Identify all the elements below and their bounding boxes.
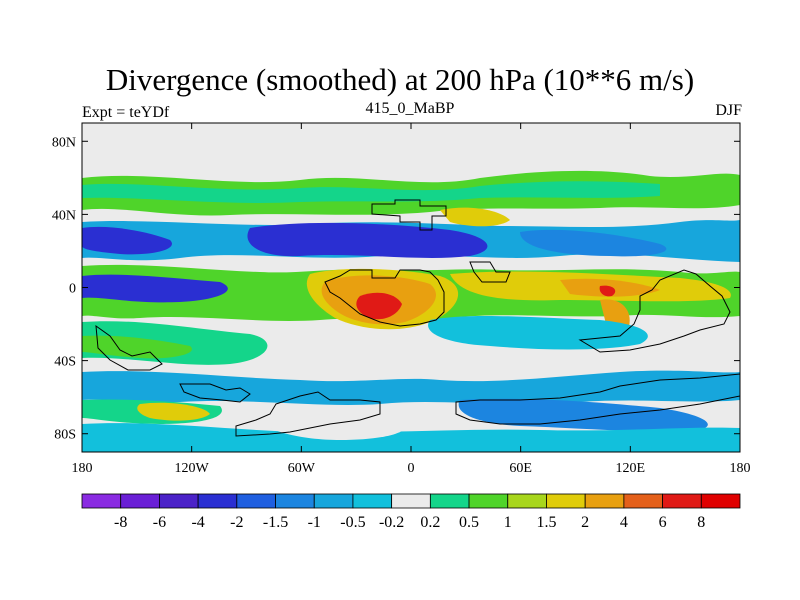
nh-teal-band bbox=[82, 181, 660, 203]
colorbar-swatch bbox=[662, 493, 702, 509]
colorbar-label: 1.5 bbox=[536, 514, 556, 531]
lon-tick-label: 120E bbox=[616, 461, 646, 476]
colorbar-swatch bbox=[81, 493, 122, 509]
colorbar-swatch bbox=[275, 493, 315, 509]
atlantic-convergence bbox=[247, 222, 488, 258]
lon-tick-label: 180 bbox=[730, 461, 751, 476]
lat-tick-label: 40N bbox=[52, 208, 76, 223]
colorbar-label: 2 bbox=[581, 514, 589, 531]
lat-tick-label: 40S bbox=[54, 355, 76, 370]
colorbar-swatch bbox=[236, 493, 276, 509]
colorbar-swatch bbox=[623, 493, 663, 509]
antarctic-band bbox=[82, 423, 740, 452]
east-pacific-convergence bbox=[82, 274, 228, 303]
time-label: 415_0_MaBP bbox=[365, 100, 455, 117]
colorbar: -8 -6 -4 -2 -1.5 -1 -0.5 -0.2 0.2 0.5 1 1.5 2 4 6 8 bbox=[81, 493, 741, 531]
lon-tick-label: 120W bbox=[175, 461, 210, 476]
arabia-coast bbox=[469, 261, 511, 283]
colorbar-label: -6 bbox=[153, 514, 166, 531]
colorbar-label: 8 bbox=[697, 514, 705, 531]
colorbar-swatch bbox=[700, 493, 741, 509]
latitude-axis: 80N 40N 0 40S 80S bbox=[52, 135, 740, 443]
sh-ygreen-west bbox=[82, 335, 192, 359]
colorbar-swatch bbox=[546, 493, 586, 509]
colorbar-label: 0.2 bbox=[420, 514, 440, 531]
lon-tick-label: 180 bbox=[72, 461, 93, 476]
colorbar-swatch bbox=[584, 493, 625, 509]
colorbar-label: -0.2 bbox=[379, 514, 404, 531]
colorbar-swatch bbox=[468, 493, 509, 509]
lon-tick-label: 60W bbox=[288, 461, 316, 476]
colorbar-label: -4 bbox=[191, 514, 204, 531]
longitude-axis: 180 120W 60W 0 60E 120E 180 bbox=[72, 123, 751, 476]
sh-cyan-mid bbox=[428, 315, 648, 350]
europe-coast bbox=[371, 199, 447, 231]
colorbar-label: 1 bbox=[504, 514, 512, 531]
colorbar-label: -0.5 bbox=[340, 514, 365, 531]
colorbar-swatch bbox=[507, 493, 547, 509]
colorbar-label: -1 bbox=[308, 514, 321, 531]
colorbar-swatch bbox=[120, 493, 160, 509]
sh-blue-high-lat bbox=[458, 398, 708, 432]
lat-tick-label: 0 bbox=[69, 282, 76, 297]
atlantic-max bbox=[356, 292, 402, 320]
colorbar-swatch bbox=[391, 493, 431, 509]
lat-tick-label: 80N bbox=[52, 135, 76, 150]
colorbar-label: -2 bbox=[230, 514, 243, 531]
australia-coast bbox=[578, 269, 731, 353]
colorbar-swatch bbox=[313, 493, 354, 509]
antarctic-east-coast bbox=[455, 373, 740, 425]
sh-yellow-high-lat bbox=[137, 402, 210, 421]
colorbar-swatch bbox=[159, 493, 199, 509]
colorbar-label: -8 bbox=[114, 514, 127, 531]
colorbar-swatch bbox=[429, 493, 470, 509]
pacific-convergence bbox=[82, 226, 172, 255]
asia-convergence bbox=[520, 229, 667, 257]
antarctic-peninsula bbox=[235, 391, 381, 437]
colorbar-label: 4 bbox=[620, 514, 628, 531]
indian-max bbox=[599, 285, 616, 297]
south-pacific-islands bbox=[179, 383, 251, 403]
lat-tick-label: 80S bbox=[54, 428, 76, 443]
season-label: DJF bbox=[715, 102, 742, 119]
south-america-west-coast bbox=[95, 324, 163, 371]
colorbar-swatch bbox=[352, 493, 393, 509]
lon-tick-label: 60E bbox=[509, 461, 532, 476]
colorbar-label: 0.5 bbox=[459, 514, 479, 531]
coastlines bbox=[95, 199, 740, 437]
africa-atlantic-coast bbox=[324, 269, 445, 327]
colorbar-label: 6 bbox=[659, 514, 667, 531]
plot-title: Divergence (smoothed) at 200 hPa (10**6 … bbox=[105, 62, 695, 97]
lon-tick-label: 0 bbox=[408, 461, 415, 476]
mideast-divergence bbox=[440, 207, 510, 227]
colorbar-swatch bbox=[197, 493, 238, 509]
experiment-label: Expt = teYDf bbox=[82, 104, 170, 121]
colorbar-label: -1.5 bbox=[263, 514, 288, 531]
